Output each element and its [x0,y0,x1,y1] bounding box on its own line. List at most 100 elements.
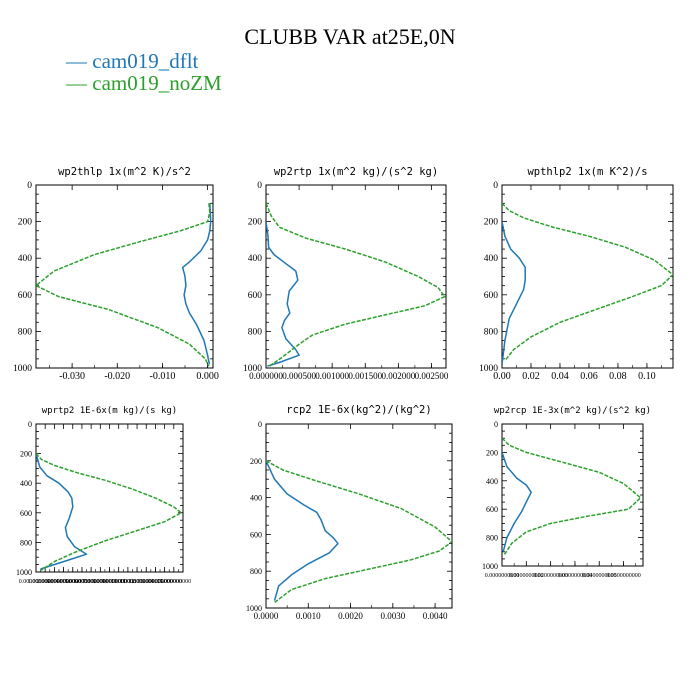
x-tick-label: 0.001500 [348,371,382,381]
y-tick-label: 400 [486,477,498,486]
x-tick-label: 0.001000 [315,371,349,381]
y-tick-label: 800 [486,534,498,543]
plot-frame [265,184,447,369]
panel-3: wpthlp2 1x(m K^2)/s 0 200 400 600 800 10000.00… [479,166,674,382]
x-tick-label: 0.0100000000 [509,573,544,579]
y-tick-label: 600 [484,291,499,301]
series-line-dflt [502,452,532,552]
y-tick-label: 200 [250,457,262,466]
y-tick-label: 1000 [482,562,498,571]
x-tick-label: 12.000000000 [129,579,164,585]
y-tick-label: 200 [20,450,32,459]
y-tick-label: 0 [28,420,32,429]
y-tick-label: 400 [20,479,32,488]
x-tick-label: -0.030 [59,371,85,382]
legend-entry-nozm: — cam019_noZM [66,72,222,94]
panel-2: wp2rtp 1x(m^2 kg)/(s^2 kg) 0 200 400 600 800 1… [243,166,449,381]
y-tick-label: 600 [486,505,498,514]
x-tick-label: 0.0020 [338,611,363,621]
x-tick-label: 0.04 [551,371,569,382]
x-tick-label: 8.0000000000 [92,579,127,585]
x-tick-label: 0.0030 [380,611,405,621]
y-tick-label: 1000 [243,364,262,374]
y-tick-label: 200 [248,218,263,228]
y-tick-label: 400 [484,254,499,264]
legend-label-dflt: — cam019_dflt [66,49,199,73]
x-tick-label: 0.0400000000 [582,573,617,579]
series-line-dflt [36,453,88,570]
y-tick-label: 800 [20,538,32,547]
y-tick-label: 200 [486,448,498,457]
y-tick-label: 800 [250,567,262,576]
y-tick-label: 400 [250,494,262,503]
x-tick-label: 0.002500 [415,371,449,381]
x-tick-label: -0.020 [104,371,130,382]
x-tick-label: 0.06 [580,371,598,382]
x-tick-label: 10.000000000 [111,579,146,585]
panel-title: wprtp2 1E-6x(m kg)/(s kg) [42,406,177,416]
y-tick-label: 600 [18,291,33,301]
series-line-nozm [266,460,452,604]
y-tick-label: 800 [18,327,33,337]
x-tick-label: 0.000 [196,371,219,382]
x-tick-label: -0.010 [150,371,176,382]
series-line-nozm [36,453,182,572]
panel-title: wp2thlp 1x(m^2 K)/s^2 [58,166,191,178]
x-tick-label: 0.0200000000 [533,573,568,579]
series-line-dflt [181,203,212,365]
plot-frame [35,423,184,573]
series-line-dflt [266,221,300,367]
y-tick-label: 0 [257,181,262,191]
x-tick-label: 3.0000000000 [46,579,81,585]
series-line-dflt [502,221,526,365]
x-tick-label: 0.0300000000 [558,573,593,579]
x-tick-label: 0.0000000000 [19,579,54,585]
panel-title: wp2rtp 1x(m^2 kg)/(s^2 kg) [274,166,438,178]
x-tick-label: 0.0010 [296,611,321,621]
y-tick-label: 400 [18,254,33,264]
x-tick-label: 0.0000000000 [485,573,520,579]
y-tick-label: 800 [248,327,263,337]
y-tick-label: 1000 [13,364,32,374]
x-tick-label: 13.000000000 [138,579,173,585]
x-tick-label: 0.10 [638,371,656,382]
figure-title: CLUBB VAR at25E,0N [244,24,456,49]
x-tick-label: 0.002000 [381,371,415,381]
series-line-nozm [266,203,446,367]
plot-frame [501,184,674,369]
y-tick-label: 200 [484,218,499,228]
plot-frame [35,184,214,369]
legend-entry-dflt: — cam019_dflt [66,50,198,72]
panel-title: wp2rcp 1E-3x(m^2 kg)/(s^2 kg) [494,406,651,416]
x-tick-label: 0.0000 [254,611,279,621]
legend-label-nozm: — cam019_noZM [66,71,222,95]
y-tick-label: 600 [250,530,262,539]
y-tick-label: 0 [494,420,498,429]
y-tick-label: 600 [248,291,263,301]
x-tick-label: 0.00 [493,371,511,382]
x-tick-label: 15.000000000 [157,579,192,585]
x-tick-label: 0.0500000000 [606,573,641,579]
y-tick-label: 800 [484,327,499,337]
series-line-nozm [36,203,211,367]
panel-title: rcp2 1E-6x(kg^2)/(kg^2) [286,404,431,416]
x-tick-label: 7.0000000000 [83,579,118,585]
x-tick-label: 9.0000000000 [101,579,136,585]
x-tick-label: 4.0000000000 [56,579,91,585]
x-tick-label: 1.0000000000 [28,579,63,585]
series-line-nozm [502,202,673,362]
y-tick-label: 400 [248,254,263,264]
y-tick-label: 0 [258,420,262,429]
y-tick-label: 0 [493,181,498,191]
x-tick-label: 0.08 [609,371,627,382]
x-tick-label: 0.000500 [282,371,316,381]
y-tick-label: 1000 [16,568,32,577]
x-tick-label: 0.02 [522,371,540,382]
y-tick-label: 1000 [246,604,262,613]
x-tick-label: 5.0000000000 [65,579,100,585]
x-tick-label: 0.0040 [423,611,448,621]
y-tick-label: 600 [20,509,32,518]
panel-5: rcp2 1E-6x(kg^2)/(kg^2) 0 200 400 600 800 1000… [246,404,453,621]
series-line-dflt [266,460,339,601]
